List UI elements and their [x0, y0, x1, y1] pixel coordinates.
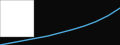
Bar	[0, 0, 34, 37]
